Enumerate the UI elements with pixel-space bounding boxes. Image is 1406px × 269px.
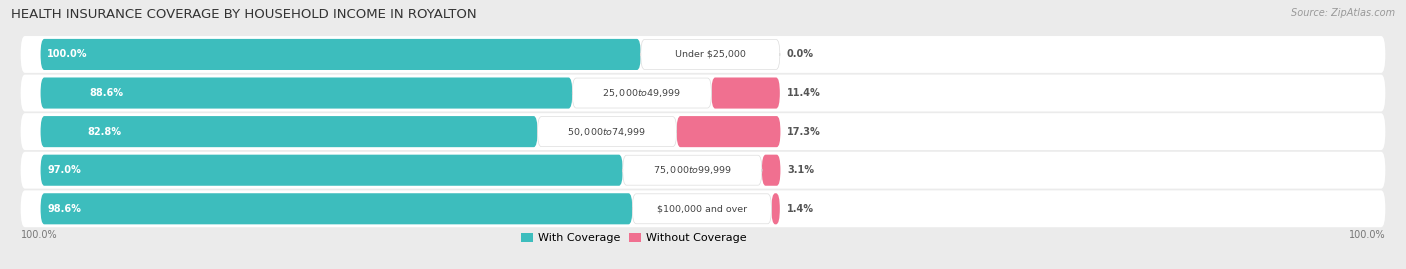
Text: 1.4%: 1.4% (786, 204, 814, 214)
FancyBboxPatch shape (41, 116, 537, 147)
FancyBboxPatch shape (537, 117, 676, 147)
FancyBboxPatch shape (711, 77, 780, 109)
Text: Source: ZipAtlas.com: Source: ZipAtlas.com (1291, 8, 1395, 18)
Text: $75,000 to $99,999: $75,000 to $99,999 (652, 164, 733, 176)
FancyBboxPatch shape (21, 75, 1385, 111)
FancyBboxPatch shape (772, 193, 780, 224)
FancyBboxPatch shape (572, 78, 711, 108)
FancyBboxPatch shape (41, 193, 633, 224)
Text: 88.6%: 88.6% (90, 88, 124, 98)
Text: 11.4%: 11.4% (786, 88, 820, 98)
Legend: With Coverage, Without Coverage: With Coverage, Without Coverage (517, 228, 751, 247)
FancyBboxPatch shape (676, 116, 780, 147)
Text: 100.0%: 100.0% (1348, 230, 1385, 240)
FancyBboxPatch shape (41, 39, 641, 70)
Text: $25,000 to $49,999: $25,000 to $49,999 (602, 87, 682, 99)
FancyBboxPatch shape (641, 40, 780, 69)
Text: 100.0%: 100.0% (21, 230, 58, 240)
Text: $100,000 and over: $100,000 and over (657, 204, 747, 213)
Text: 17.3%: 17.3% (787, 127, 821, 137)
FancyBboxPatch shape (21, 113, 1385, 150)
Text: HEALTH INSURANCE COVERAGE BY HOUSEHOLD INCOME IN ROYALTON: HEALTH INSURANCE COVERAGE BY HOUSEHOLD I… (11, 8, 477, 21)
Text: $50,000 to $74,999: $50,000 to $74,999 (568, 126, 647, 138)
FancyBboxPatch shape (21, 152, 1385, 189)
FancyBboxPatch shape (633, 194, 772, 224)
Text: 97.0%: 97.0% (48, 165, 82, 175)
FancyBboxPatch shape (762, 155, 780, 186)
FancyBboxPatch shape (41, 77, 572, 109)
Text: 98.6%: 98.6% (48, 204, 82, 214)
FancyBboxPatch shape (623, 155, 762, 185)
FancyBboxPatch shape (21, 190, 1385, 227)
Text: 3.1%: 3.1% (787, 165, 814, 175)
FancyBboxPatch shape (21, 36, 1385, 73)
Text: Under $25,000: Under $25,000 (675, 50, 745, 59)
FancyBboxPatch shape (41, 155, 623, 186)
Text: 82.8%: 82.8% (87, 127, 121, 137)
Text: 100.0%: 100.0% (48, 49, 87, 59)
Text: 0.0%: 0.0% (786, 49, 814, 59)
